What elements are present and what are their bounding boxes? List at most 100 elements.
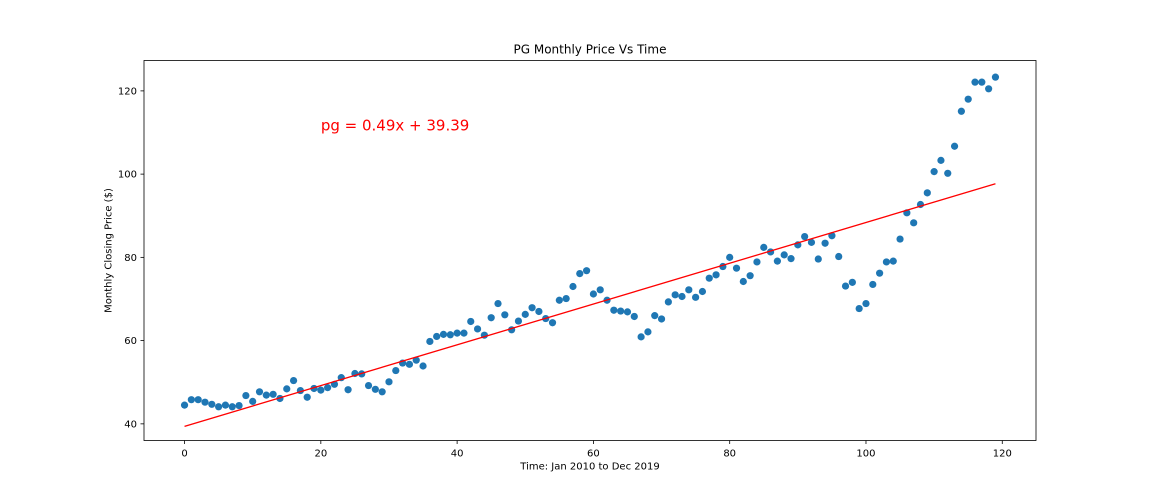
data-point: [235, 401, 243, 410]
data-point: [801, 232, 809, 241]
data-point: [910, 219, 918, 227]
data-point: [889, 257, 897, 265]
data-point: [637, 333, 645, 341]
data-point: [807, 238, 816, 246]
y-tick-label: 120: [118, 86, 137, 97]
y-axis-label: Monthly Closing Price ($): [104, 188, 115, 313]
data-point: [324, 384, 332, 392]
data-point: [869, 280, 877, 289]
data-point: [964, 95, 972, 103]
data-point: [194, 396, 202, 404]
data-point: [378, 388, 386, 396]
data-point: [569, 282, 577, 291]
data-point: [855, 304, 863, 313]
data-point: [289, 376, 298, 385]
data-point: [344, 386, 352, 394]
data-point: [426, 337, 434, 346]
data-point: [187, 396, 195, 404]
data-point: [303, 393, 311, 401]
data-point: [433, 332, 441, 341]
y-tick-label: 40: [124, 419, 137, 430]
regression-equation-label: pg = 0.49x + 39.39: [321, 116, 469, 134]
data-point: [814, 255, 822, 263]
data-point: [501, 311, 509, 319]
data-point: [937, 156, 945, 164]
data-point: [487, 314, 495, 322]
data-point: [828, 232, 836, 240]
data-point: [978, 78, 986, 86]
data-point: [385, 378, 393, 386]
data-point: [242, 391, 250, 400]
x-tick-label: 80: [723, 449, 736, 460]
regression-line: [184, 183, 996, 428]
y-tick-label: 100: [118, 170, 137, 181]
x-tick-label: 60: [587, 449, 600, 460]
data-point: [228, 403, 236, 411]
data-point: [317, 386, 325, 394]
data-point: [821, 239, 829, 247]
x-tick-label: 100: [856, 449, 875, 460]
data-point: [773, 257, 781, 265]
data-point: [215, 403, 223, 411]
data-point: [671, 291, 679, 299]
data-point: [249, 397, 257, 405]
data-point: [439, 330, 448, 338]
data-point: [787, 255, 795, 263]
data-point: [364, 381, 373, 390]
data-point: [596, 286, 604, 294]
data-point: [548, 319, 557, 327]
data-point: [876, 269, 884, 277]
data-point: [848, 278, 856, 286]
data-point: [685, 286, 693, 294]
data-point: [180, 401, 189, 409]
data-point: [985, 85, 993, 93]
data-point: [726, 253, 734, 261]
data-point: [746, 272, 754, 280]
data-point: [678, 292, 686, 301]
data-point: [971, 78, 979, 86]
data-point: [923, 189, 931, 197]
data-point: [732, 264, 741, 272]
data-point: [753, 258, 761, 266]
y-tick-label: 80: [124, 253, 137, 264]
data-point: [664, 298, 672, 306]
data-point: [208, 400, 216, 408]
data-point: [630, 312, 638, 321]
data-point: [930, 168, 938, 176]
data-point: [535, 307, 543, 316]
data-point: [473, 325, 482, 333]
x-axis-ticks: 0 20 40 60 80 100 120: [181, 440, 1012, 460]
data-point: [957, 107, 965, 115]
data-point: [221, 401, 230, 409]
data-point: [255, 388, 264, 396]
data-point: [950, 142, 959, 150]
data-point: [835, 252, 843, 261]
data-point: [582, 267, 591, 275]
data-point: [453, 329, 461, 337]
data-point: [780, 251, 788, 259]
data-point: [760, 243, 768, 251]
y-axis-ticks: 40 60 80 100 120: [118, 86, 144, 430]
data-point: [460, 329, 468, 337]
data-point: [651, 312, 659, 320]
data-point: [494, 299, 502, 308]
data-point: [623, 308, 632, 316]
data-point: [262, 391, 270, 399]
x-tick-label: 0: [181, 449, 187, 460]
data-point: [269, 390, 277, 398]
data-point: [405, 360, 414, 368]
data-point: [562, 294, 570, 303]
x-tick-label: 120: [993, 449, 1012, 460]
data-point: [841, 282, 850, 290]
data-point: [392, 366, 400, 375]
data-point: [528, 304, 536, 312]
data-point: [446, 331, 454, 339]
data-point: [657, 315, 666, 323]
data-point: [739, 277, 747, 286]
x-tick-label: 20: [314, 449, 327, 460]
y-tick-label: 60: [124, 336, 137, 347]
data-point: [617, 307, 625, 315]
data-point: [882, 258, 891, 266]
data-point: [555, 296, 563, 304]
